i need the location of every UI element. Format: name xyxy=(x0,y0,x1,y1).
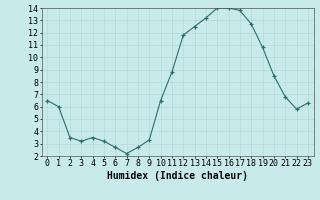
X-axis label: Humidex (Indice chaleur): Humidex (Indice chaleur) xyxy=(107,171,248,181)
